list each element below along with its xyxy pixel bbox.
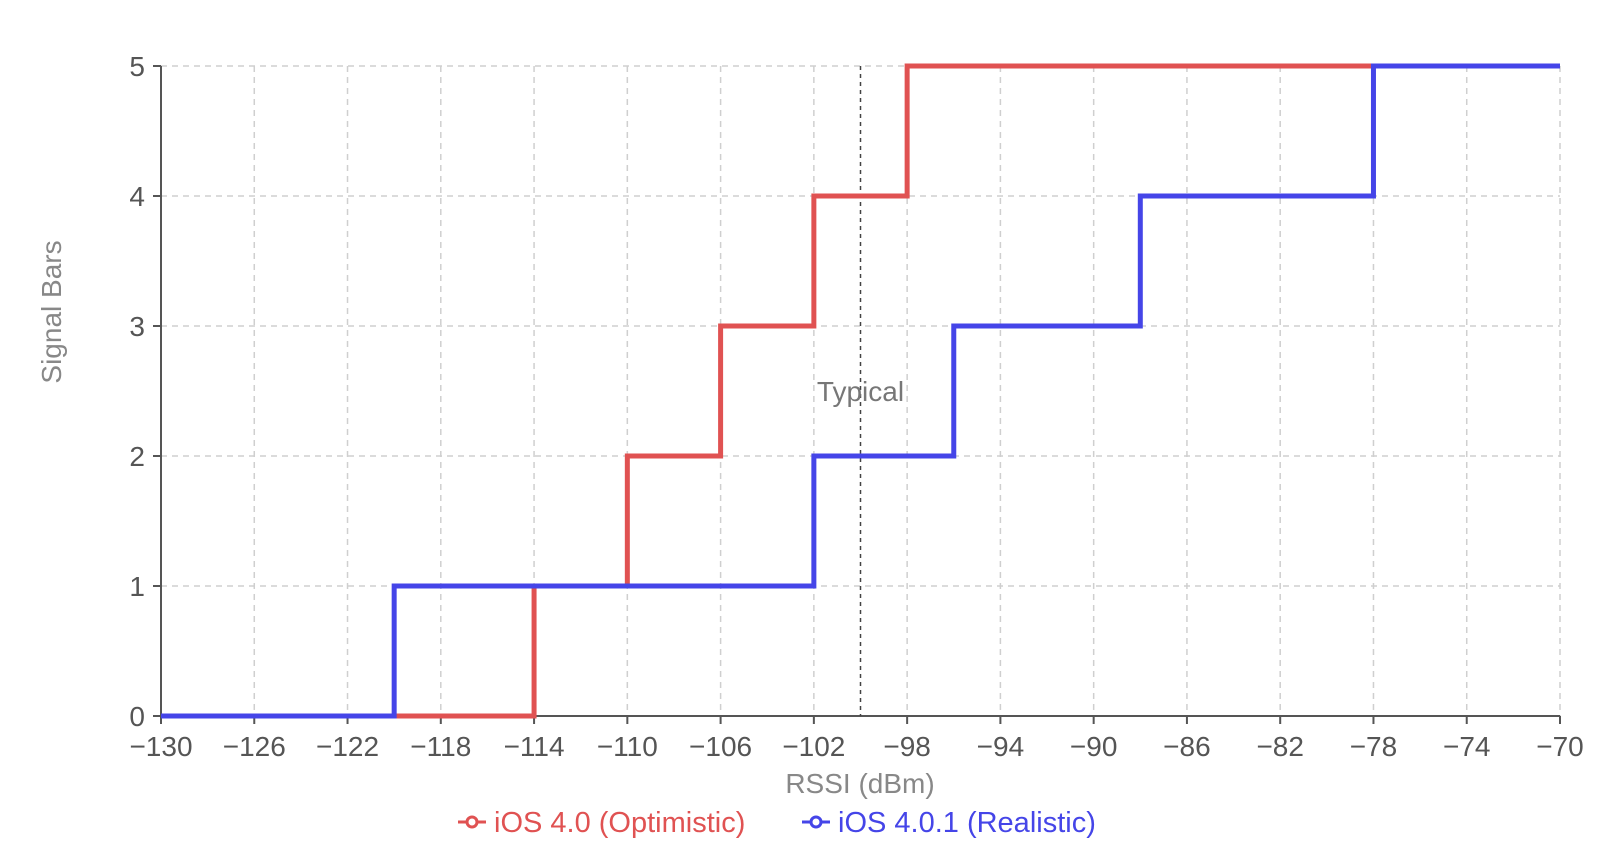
series-lines [161,63,1560,719]
x-tick-label: −94 [977,731,1025,762]
y-tick-label: 5 [129,51,145,82]
legend-item-2[interactable]: iOS 4.0.1 (Realistic) [802,807,1096,839]
x-tick-label: −114 [504,731,565,762]
y-axis-title: Signal Bars [36,240,67,383]
y-ticks: 0 1 2 3 4 5 [129,51,161,732]
series-line-2 [161,63,1560,719]
legend-label: iOS 4.0 (Optimistic) [494,807,745,839]
x-tick-label: −122 [316,731,379,762]
legend-label: iOS 4.0.1 (Realistic) [838,807,1096,839]
y-tick-label: 4 [129,181,145,212]
y-tick-label: 2 [129,441,145,472]
x-tick-label: −118 [410,731,471,762]
x-ticks: −130 −126 −122 −118 −114 −110 −106 −102 −98 −94 −9… [129,716,1584,762]
y-tick-label: 3 [129,311,145,342]
x-tick-label: −106 [689,731,752,762]
x-tick-label: −82 [1256,731,1304,762]
x-tick-label: −90 [1070,731,1118,762]
y-tick-label: 0 [129,701,145,732]
x-tick-label: −126 [223,731,286,762]
typical-marker-label: Typical [817,376,904,407]
x-tick-label: −70 [1536,731,1584,762]
series-line-1 [161,63,1560,719]
y-tick-label: 1 [129,571,145,602]
x-tick-label: −110 [597,731,658,762]
x-tick-label: −102 [782,731,845,762]
x-tick-label: −78 [1350,731,1398,762]
legend-item-1[interactable]: iOS 4.0 (Optimistic) [458,807,745,839]
x-tick-label: −98 [883,731,931,762]
x-tick-label: −130 [129,731,192,762]
legend-swatch-marker [809,815,823,829]
x-axis-title: RSSI (dBm) [785,768,934,799]
legend-swatch-marker [465,815,479,829]
x-tick-label: −74 [1443,731,1491,762]
annotations: Typical [817,66,904,716]
x-tick-label: −86 [1163,731,1211,762]
legend: iOS 4.0 (Optimistic) iOS 4.0.1 (Realistic… [458,807,1096,839]
